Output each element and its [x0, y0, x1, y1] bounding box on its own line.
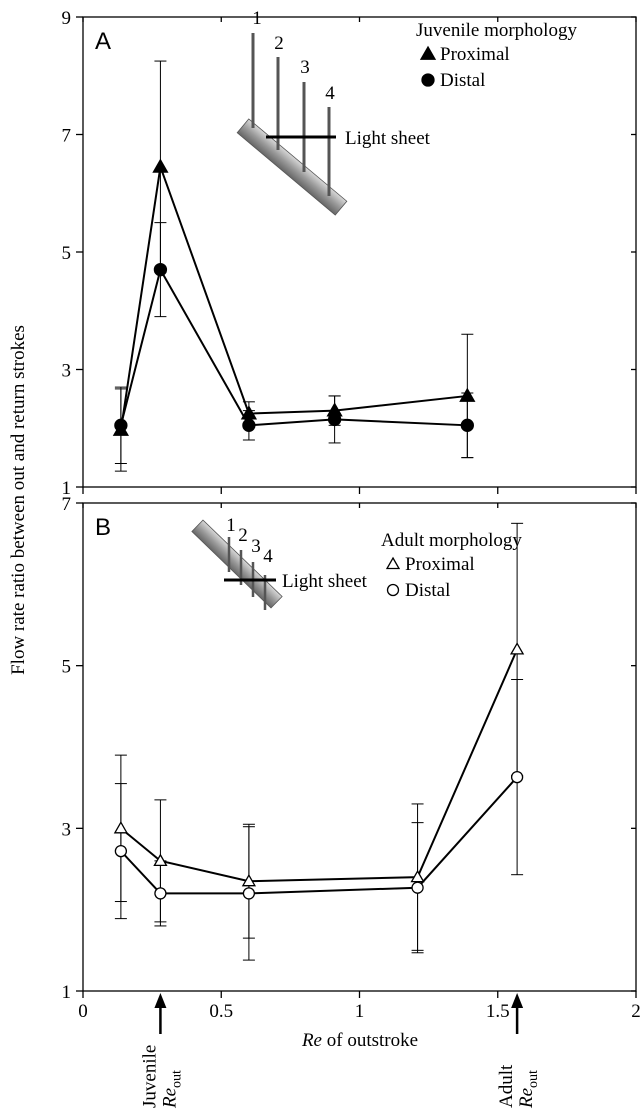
marker [241, 873, 257, 887]
annotation-arrowhead [511, 993, 524, 1008]
inset-diagram: 1 2 3 4 Light sheet [236, 8, 431, 216]
y-tick-label: 7 [62, 494, 72, 515]
x-tick-label: 0.5 [209, 1001, 233, 1022]
x-tick-label: 1 [355, 1001, 365, 1022]
marker [114, 844, 128, 858]
x-axis-label: Re of outstroke [301, 1030, 418, 1051]
y-tick-label: 1 [62, 478, 72, 499]
marker [386, 583, 400, 597]
annotation-text: Adult [496, 1064, 517, 1108]
panel-label: A [95, 28, 111, 55]
inset-number: 4 [325, 83, 335, 104]
annotation-italic: Re [516, 1088, 537, 1109]
legend-label: Distal [440, 70, 485, 91]
y-tick-label: 5 [62, 243, 72, 264]
marker [509, 642, 525, 655]
marker [153, 262, 168, 277]
inset-number: 2 [274, 33, 284, 54]
marker [419, 45, 437, 60]
legend-title: Juvenile morphology [416, 20, 577, 41]
y-tick-label: 3 [62, 361, 72, 382]
x-tick-label: 0 [78, 1001, 88, 1022]
inset-number: 1 [252, 8, 262, 29]
y-axis-label: Flow rate ratio between out and return s… [8, 325, 29, 675]
marker [327, 412, 342, 427]
marker [114, 418, 128, 432]
y-tick-label: 1 [62, 982, 72, 1003]
marker [242, 418, 256, 432]
marker [113, 821, 129, 834]
legend-label: Proximal [405, 554, 475, 575]
marker [154, 887, 167, 900]
y-tick-label: 9 [62, 8, 72, 29]
marker [421, 73, 435, 87]
legend-label: Distal [405, 580, 450, 601]
y-tick-label: 3 [62, 819, 72, 840]
marker [510, 770, 524, 784]
legend-label: Proximal [440, 44, 510, 65]
marker [459, 387, 476, 402]
inset-number: 2 [238, 525, 248, 546]
y-tick-label: 7 [62, 126, 72, 147]
marker [411, 881, 424, 894]
annotation-label: Adult [496, 1064, 517, 1108]
x-tick-label: 2 [631, 1001, 641, 1022]
inset-label: Light sheet [345, 128, 431, 149]
series-line [120, 776, 518, 895]
inset-number: 1 [226, 515, 236, 536]
x-tick-label: 1.5 [486, 1001, 510, 1022]
plot-frame [82, 16, 637, 488]
series-line [119, 166, 468, 431]
inset-number: 3 [300, 57, 310, 78]
annotation-arrowhead [154, 993, 167, 1008]
marker [152, 158, 169, 173]
annotation-sub: out [169, 1070, 184, 1088]
annotation-label: Reout [159, 1070, 184, 1109]
marker [242, 887, 256, 900]
inset-diagram: 1 2 3 4 Light sheet [191, 515, 368, 610]
annotation-italic: Re [159, 1088, 180, 1109]
inset-label: Light sheet [282, 571, 368, 592]
marker [460, 418, 474, 432]
annotation-sub: out [526, 1070, 541, 1088]
annotation-label: Reout [516, 1070, 541, 1109]
panel-label: B [95, 514, 111, 541]
annotation-label: Juvenile [139, 1045, 160, 1108]
legend-title: Adult morphology [381, 530, 522, 551]
annotation-text: Juvenile [139, 1045, 160, 1108]
inset-number: 3 [251, 536, 261, 557]
series-line [120, 648, 519, 883]
y-tick-label: 5 [62, 657, 72, 678]
x-axis-label-italic: Re [301, 1030, 322, 1051]
inset-number: 4 [263, 546, 273, 567]
marker [153, 853, 168, 867]
x-axis-label-text: of outstroke [327, 1030, 418, 1051]
marker [385, 556, 401, 570]
